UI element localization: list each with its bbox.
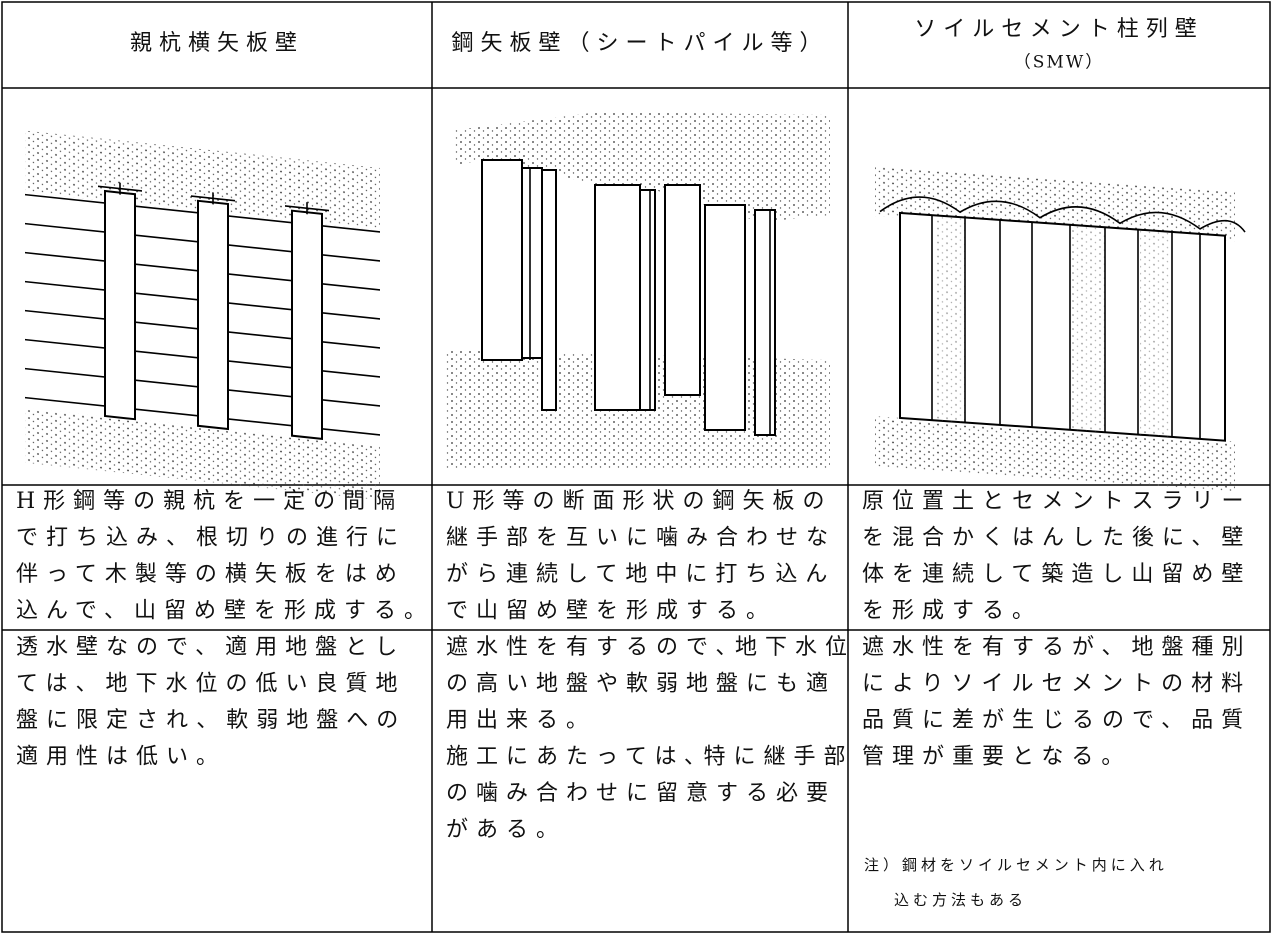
feature-text: 用出来る。 bbox=[446, 708, 596, 733]
soldier-pile-illustration bbox=[25, 130, 380, 500]
feature-text: 適用性は低い。 bbox=[16, 745, 226, 770]
feature-text: によりソイルセメントの材料 bbox=[862, 672, 1251, 697]
feature-text: 施工にあたっては､特に継手部 bbox=[446, 745, 853, 770]
description-text: 体を連続して築造し山留め壁 bbox=[862, 562, 1251, 587]
description-text: 原位置土とセメントスラリー bbox=[862, 489, 1252, 514]
note-text: 注）鋼材をソイルセメント内に入れ bbox=[864, 856, 1168, 874]
feature-text: ては、地下水位の低い良質地 bbox=[16, 672, 406, 697]
feature-text: 透水壁なので、適用地盤とし bbox=[16, 635, 405, 660]
description-text: U形等の断面形状の鋼矢板の bbox=[446, 489, 833, 514]
description-text: で打ち込み、根切りの進行に bbox=[16, 526, 406, 551]
description-text: H形鋼等の親杭を一定の間隔 bbox=[16, 489, 403, 514]
sheet-pile-illustration bbox=[445, 112, 830, 470]
description-text: で山留め壁を形成する。 bbox=[446, 599, 776, 624]
header-cell: （SMW） bbox=[1014, 53, 1105, 73]
feature-text: の高い地盤や軟弱地盤にも適 bbox=[446, 672, 836, 697]
feature-text: 遮水性を有するので､地下水位 bbox=[446, 635, 855, 660]
feature-text: 遮水性を有するが、地盤種別 bbox=[862, 635, 1252, 660]
feature-text: 管理が重要となる。 bbox=[862, 745, 1131, 770]
description-text: を混合かくはんした後に、壁 bbox=[862, 526, 1251, 551]
smw-illustration bbox=[875, 166, 1246, 492]
description-text: がら連続して地中に打ち込ん bbox=[446, 562, 835, 587]
feature-text: 盤に限定され、軟弱地盤への bbox=[16, 708, 406, 733]
header-cell: 鋼矢板壁（シートパイル等） bbox=[451, 31, 828, 56]
note-text: 込む方法もある bbox=[894, 891, 1027, 909]
header-cell: ソイルセメント柱列壁 bbox=[914, 17, 1204, 42]
description-text: 継手部を互いに噛み合わせな bbox=[446, 526, 836, 551]
description-text: を形成する。 bbox=[862, 599, 1042, 624]
feature-text: の噛み合わせに留意する必要 bbox=[446, 781, 836, 806]
header-cell: 親杭横矢板壁 bbox=[130, 31, 304, 56]
description-text: 込んで、山留め壁を形成する。 bbox=[16, 599, 434, 624]
feature-text: がある。 bbox=[446, 818, 566, 843]
feature-text: 品質に差が生じるので、品質 bbox=[862, 708, 1251, 733]
description-text: 伴って木製等の横矢板をはめ bbox=[16, 562, 405, 587]
